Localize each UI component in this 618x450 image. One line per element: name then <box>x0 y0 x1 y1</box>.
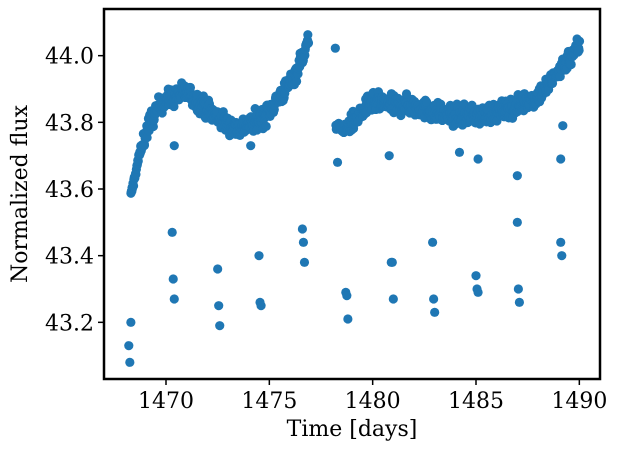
outlier-point <box>213 264 223 274</box>
outlier-point <box>254 251 264 261</box>
outlier-point <box>428 237 438 247</box>
y-axis-label: Normalized flux <box>8 104 33 283</box>
outlier-point <box>430 307 440 317</box>
outlier-point <box>332 157 343 167</box>
outlier-point <box>125 357 135 367</box>
outlier-point <box>256 301 266 311</box>
x-tick-label: 1475 <box>241 389 297 414</box>
outlier-point <box>124 341 134 351</box>
y-tick-label: 43.8 <box>45 111 94 136</box>
outlier-point <box>169 141 179 151</box>
data-point <box>261 121 271 132</box>
data-point <box>574 36 585 46</box>
y-tick-label: 43.6 <box>45 178 94 203</box>
outlier-point <box>514 297 525 307</box>
y-tick-label: 44.0 <box>45 45 94 70</box>
data-point <box>555 71 565 82</box>
outlier-point <box>215 321 225 331</box>
scatter-points <box>124 30 585 367</box>
outlier-point <box>126 317 136 327</box>
outlier-point <box>512 171 522 181</box>
outlier-point <box>429 294 439 304</box>
axis-ticks: 1470 1475 1480 1485 1490 43.2 43.4 43.6 43.8 44.0 <box>45 45 607 414</box>
data-point <box>422 97 432 107</box>
outlier-point <box>513 284 523 294</box>
data-point <box>330 43 340 53</box>
outlier-point <box>299 257 310 267</box>
outlier-point <box>297 224 307 234</box>
outlier-point <box>473 287 483 297</box>
outlier-point <box>343 314 353 324</box>
outlier-point <box>388 294 398 304</box>
data-point <box>303 30 313 40</box>
y-tick-label: 43.2 <box>45 311 94 336</box>
outlier-point <box>168 274 178 284</box>
data-point <box>169 101 179 112</box>
outlier-point <box>556 154 566 164</box>
x-tick-label: 1480 <box>345 389 401 414</box>
outlier-point <box>512 217 522 227</box>
outlier-point <box>246 141 256 151</box>
plot-frame <box>102 7 602 381</box>
outlier-point <box>169 294 179 304</box>
outlier-point <box>298 237 309 247</box>
x-axis-label: Time [days] <box>287 417 418 442</box>
outlier-point <box>557 251 567 261</box>
data-point <box>574 45 584 56</box>
outlier-point <box>387 257 397 267</box>
data-point <box>303 38 314 48</box>
x-tick-label: 1470 <box>138 389 194 414</box>
data-point <box>566 59 576 70</box>
outlier-point <box>454 147 465 157</box>
data-point <box>139 140 150 150</box>
y-tick-label: 43.4 <box>45 245 94 270</box>
outlier-point <box>384 151 394 161</box>
x-tick-label: 1490 <box>551 389 607 414</box>
data-point <box>292 76 302 86</box>
outlier-point <box>214 301 224 311</box>
outlier-point <box>471 271 481 281</box>
outlier-point <box>556 237 566 247</box>
outlier-point <box>342 291 352 301</box>
outlier-point <box>167 227 177 237</box>
outlier-point <box>473 154 483 164</box>
x-tick-label: 1485 <box>448 389 504 414</box>
outlier-point <box>558 121 568 131</box>
